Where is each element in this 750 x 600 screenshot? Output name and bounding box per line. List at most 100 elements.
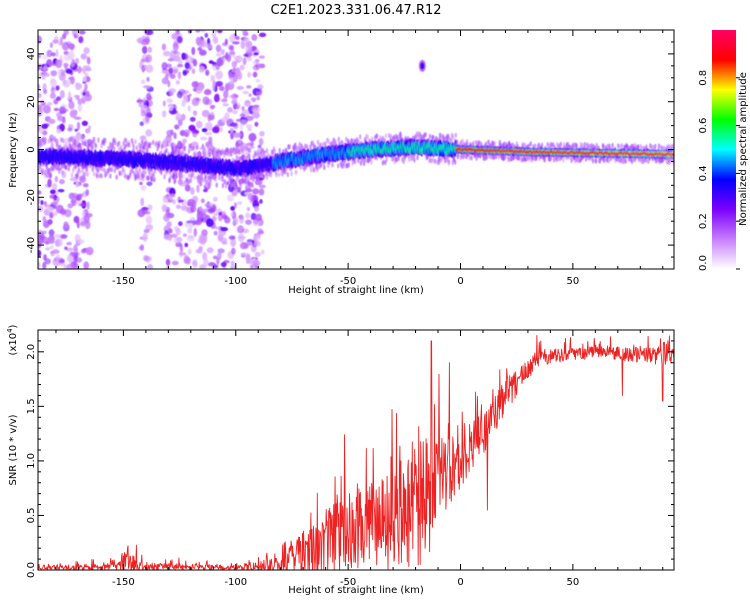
spectrogram-cell — [337, 136, 340, 142]
spectrogram-cell — [211, 126, 220, 134]
spectrogram-cell — [241, 106, 245, 111]
spectrogram-cell — [245, 260, 251, 264]
spectrogram-cell — [454, 132, 458, 138]
spectrogram-cell — [239, 184, 242, 190]
spectrogram-cell — [176, 91, 183, 99]
spectrogram-cell — [209, 147, 212, 153]
spectrogram-cell — [73, 247, 78, 252]
spectrogram-cell — [258, 63, 266, 69]
spectrogram-cell — [230, 264, 237, 269]
spectrogram-cell — [192, 58, 198, 67]
spectrogram-cell — [55, 85, 60, 91]
spectrogram-cell — [196, 211, 204, 221]
spectrogram-cell — [161, 140, 169, 148]
spectrogram-cell — [210, 74, 216, 83]
spectrogram-cell — [224, 112, 230, 121]
spectrogram-cell — [186, 236, 195, 242]
spectrogram-cell — [424, 132, 427, 138]
spectrogram-cell — [53, 194, 58, 201]
spectrogram-cell — [187, 248, 192, 256]
spectrogram-cell — [205, 218, 214, 228]
spectrogram-cell — [168, 88, 176, 94]
spectrogram-cell — [44, 258, 51, 265]
spectrogram-cell — [504, 154, 507, 160]
spectrogram-cell — [230, 260, 235, 266]
spectrogram-cell — [160, 169, 163, 175]
spectrogram-cell — [256, 95, 261, 101]
spectrogram-cell — [145, 139, 148, 145]
spectrogram-cell — [61, 169, 64, 175]
spectrogram-cell — [128, 142, 131, 148]
spectrogram-cell — [184, 184, 191, 192]
spectrogram-cell — [109, 141, 112, 147]
spectrogram-cell — [70, 261, 78, 269]
spectrogram-cell — [82, 183, 89, 188]
spectrogram-cell — [139, 121, 144, 127]
spectrogram-cell — [233, 55, 237, 60]
spectrogram-cell — [164, 73, 169, 80]
spectrogram-cell — [254, 64, 259, 68]
spectrogram-cell — [67, 127, 73, 132]
spectrogram-cell — [55, 253, 61, 262]
spectrogram-cell — [161, 204, 167, 212]
spectrogram-cell — [166, 221, 172, 227]
spectrogram-cell — [238, 235, 246, 240]
spectrogram-cell — [232, 41, 240, 45]
spectrogram-cell — [136, 99, 144, 104]
spectrogram-cell — [44, 64, 48, 69]
spectrogram-cell — [42, 261, 47, 269]
spectrogram-cell — [218, 213, 223, 222]
spectrogram-cell — [173, 50, 179, 54]
spectrogram-cell — [160, 144, 164, 150]
spectrogram-cell — [462, 154, 465, 160]
spectrogram-cell — [142, 232, 148, 242]
spectrogram-cell — [216, 257, 220, 265]
spectrogram-cell — [76, 134, 85, 142]
spectrogram-cell — [193, 227, 197, 237]
spectrogram-cell — [175, 204, 181, 209]
spectrogram-cell — [226, 194, 234, 202]
spectrogram-cell — [50, 70, 58, 77]
spectrogram-cell — [171, 142, 174, 148]
spectrogram-cell — [222, 42, 228, 47]
spectrogram-cell — [235, 148, 238, 154]
spectrogram-cell — [286, 172, 290, 178]
spectrogram-cell — [98, 173, 101, 179]
spectrogram-cell — [191, 68, 196, 75]
spectrogram-cell — [316, 139, 320, 145]
spectrogram-cell — [38, 35, 43, 44]
spectrogram-cell — [258, 55, 265, 59]
spectrogram-cell — [73, 139, 77, 145]
spectrogram-cell — [246, 85, 252, 89]
spectrogram-cell — [187, 227, 193, 234]
spectrogram-cell — [118, 170, 122, 176]
spectrogram-cell — [230, 174, 234, 180]
spectrogram-cell — [122, 141, 125, 147]
spectrogram-cell — [247, 71, 251, 78]
spectrogram-cell — [202, 208, 210, 213]
spectrogram-cell — [299, 164, 302, 170]
spectrogram-cell — [62, 79, 67, 85]
spectrogram-cell — [47, 206, 55, 213]
spectrogram-cell — [184, 242, 189, 248]
spectrogram-cell — [192, 87, 197, 92]
spectrogram-cell — [220, 227, 229, 232]
spectrogram-cell — [238, 149, 241, 155]
spectrogram-cell — [275, 172, 278, 178]
spectrogram-cell — [192, 205, 197, 213]
spectrogram-cell — [76, 239, 85, 245]
spectrogram-cell — [304, 143, 307, 149]
spectrogram-cell — [288, 144, 291, 150]
spectrogram-cell — [230, 183, 235, 187]
spectrogram-cell — [59, 89, 65, 99]
spectrogram-cell — [42, 220, 50, 229]
spectrogram-cell — [195, 30, 201, 33]
spectrogram-cell — [95, 173, 99, 179]
spectrogram-cell — [347, 162, 351, 168]
spectrogram-cell — [97, 167, 100, 173]
spectrogram-cell — [396, 134, 399, 140]
spectrogram-cell — [257, 144, 262, 149]
spectrogram-cell — [208, 136, 213, 145]
spectrogram-cell — [468, 155, 471, 161]
spectrogram-cell — [250, 212, 257, 221]
